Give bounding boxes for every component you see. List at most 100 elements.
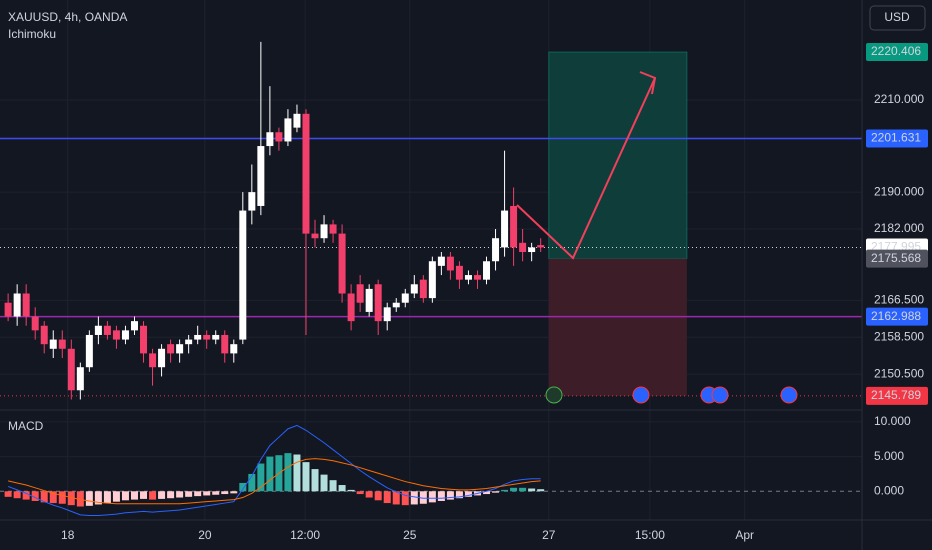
candle-body (121, 330, 129, 340)
candle-body (347, 293, 355, 322)
candle-body (49, 339, 57, 349)
histogram-bar (248, 473, 256, 492)
histogram-bar (302, 462, 310, 492)
candle-body (203, 334, 211, 340)
event-icons (545, 386, 798, 404)
forecast-arrow (516, 77, 656, 260)
histogram-bar (176, 491, 184, 498)
histogram-bar (221, 491, 229, 495)
candle-body (374, 284, 382, 322)
histogram-bar (401, 491, 409, 506)
histogram-bar (483, 491, 491, 495)
event-icon[interactable] (632, 386, 650, 404)
histogram-bar (158, 491, 166, 499)
histogram-bar (284, 453, 292, 492)
histogram-bar (185, 491, 193, 497)
candle-body (167, 344, 175, 354)
candle-body (365, 288, 373, 312)
candle-body (473, 275, 481, 280)
candle-body (455, 265, 463, 280)
histogram-bar (58, 491, 66, 504)
candle-body (329, 224, 337, 234)
candle-body (130, 321, 138, 331)
histogram-bar (130, 491, 138, 500)
histogram-bar (383, 491, 391, 504)
histogram-bar (40, 491, 48, 503)
histogram-bar (112, 491, 120, 502)
event-icon[interactable] (545, 386, 563, 404)
histogram-bar (492, 491, 500, 493)
histogram-bar (329, 480, 337, 492)
histogram-bar (239, 482, 247, 492)
x-tick-label: 12:00 (290, 528, 320, 542)
candle-body (85, 334, 93, 368)
candle-body (446, 256, 454, 271)
histogram-bar (501, 489, 509, 492)
x-tick-label: 27 (542, 528, 556, 542)
candle-body (58, 339, 66, 349)
candle-body (212, 334, 220, 340)
candle-body (185, 339, 193, 345)
candle-body (492, 238, 500, 262)
currency-button[interactable] (869, 5, 926, 31)
candle-body (149, 353, 157, 368)
histogram-bar (311, 469, 319, 492)
histogram-bar (212, 491, 220, 495)
candle-body (257, 146, 265, 206)
x-tick-label: Apr (735, 528, 754, 542)
event-icon[interactable] (711, 386, 729, 404)
histogram-bar (13, 491, 21, 499)
histogram-bar (356, 491, 364, 495)
histogram-bar (519, 487, 527, 492)
candle-body (266, 132, 274, 147)
histogram-bar (103, 491, 111, 504)
candle-body (428, 261, 436, 299)
histogram-bar (194, 491, 202, 497)
histogram-bar (49, 491, 57, 504)
candle-body (31, 316, 39, 331)
histogram-bar (428, 491, 436, 503)
y-tick-label: 2158.500 (874, 329, 924, 343)
histogram-bar (410, 491, 418, 505)
histogram-bar (31, 491, 39, 501)
y-tick-label: 0.000 (874, 483, 904, 497)
histogram-bar (537, 489, 545, 492)
loss-zone (548, 258, 687, 396)
histogram-bar (347, 489, 355, 492)
chart-title: XAUUSD, 4h, OANDA (8, 10, 127, 24)
candle-body (22, 293, 30, 317)
candle-body (392, 302, 400, 308)
x-tick-label: 25 (403, 528, 417, 542)
event-icon[interactable] (780, 386, 798, 404)
histogram-bar (121, 491, 129, 501)
signal-line (8, 458, 541, 505)
histogram-bar (437, 491, 445, 501)
candle-body (140, 325, 148, 354)
x-tick-label: 15:00 (635, 528, 665, 542)
candle-body (410, 284, 418, 294)
candle-body (94, 325, 102, 335)
histogram-bar (374, 491, 382, 501)
currency-label[interactable]: USD (884, 10, 910, 24)
histogram-bar (94, 491, 102, 505)
histogram-bar (230, 491, 238, 494)
candle-body (40, 325, 48, 345)
histogram-bar (510, 487, 518, 492)
histogram-bar (528, 488, 536, 492)
indicator-name: Ichimoku (8, 27, 56, 41)
x-tick-label: 18 (61, 528, 75, 542)
histogram-bar (167, 491, 175, 499)
candle-body (239, 210, 247, 340)
candle-body (356, 284, 364, 303)
histogram-bar (257, 463, 265, 492)
candle-body (338, 233, 346, 294)
candle-body (293, 113, 301, 128)
candle-body (437, 256, 445, 266)
histogram-bar (67, 491, 75, 506)
candle-body (103, 325, 111, 335)
y-tick-label: 2150.500 (874, 366, 924, 380)
candle-body (320, 224, 328, 239)
candle-body (284, 118, 292, 142)
y-tick-label: 2166.500 (874, 293, 924, 307)
